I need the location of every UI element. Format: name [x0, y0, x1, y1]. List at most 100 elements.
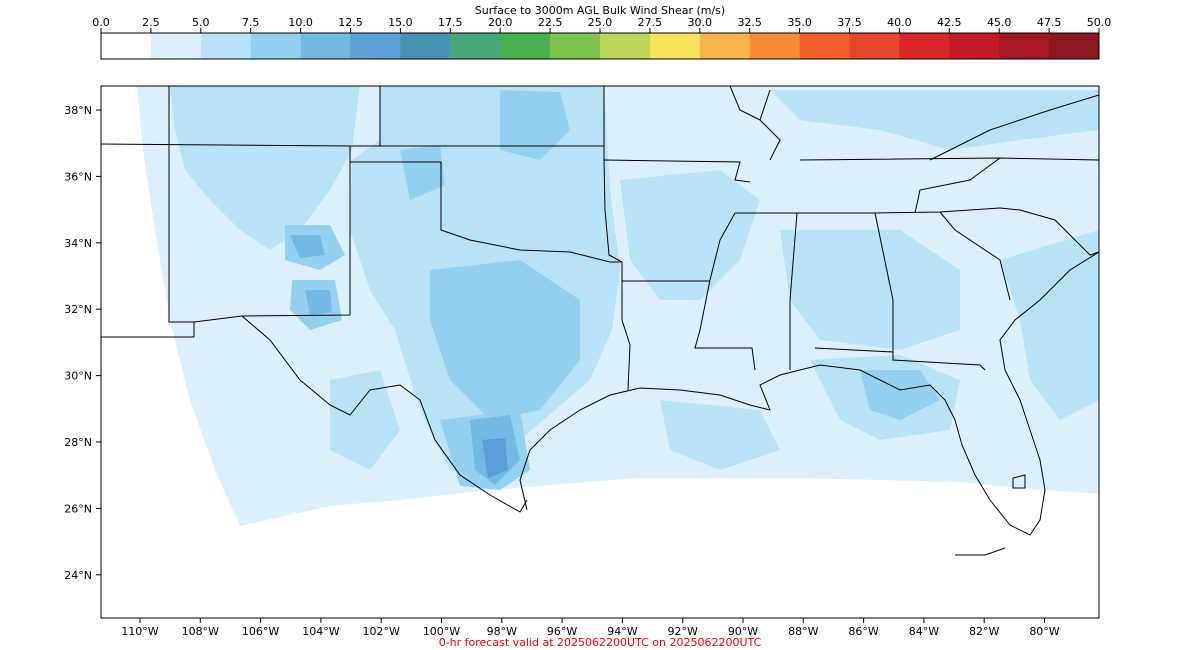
border-line — [101, 322, 195, 338]
shear-contour-mid — [770, 90, 1099, 150]
longitude-labels: 110°W 108°W 106°W 104°W 102°W 100°W 98°W 96°W 94… — [121, 618, 1060, 638]
colorbar-tick-label: 22.5 — [538, 16, 563, 29]
shear-contour-mid — [780, 230, 960, 350]
colorbar-cell — [550, 33, 601, 59]
longitude-label: 98°W — [487, 625, 517, 638]
latitude-label: 28°N — [64, 436, 92, 449]
colorbar-cell — [1049, 33, 1100, 59]
longitude-label: 104°W — [302, 625, 339, 638]
longitude-label: 100°W — [423, 625, 460, 638]
shear-contour-mid — [1000, 230, 1099, 420]
colorbar-tick-label: 47.5 — [1037, 16, 1062, 29]
border-line — [874, 212, 986, 371]
border-line — [814, 347, 894, 353]
shear-contour-dark — [400, 145, 445, 200]
border-line — [929, 94, 1099, 161]
colorbar-cell — [849, 33, 900, 59]
colorbar-tick-label: 42.5 — [937, 16, 962, 29]
border-line — [603, 159, 751, 183]
border-line — [914, 157, 1001, 214]
longitude-label: 108°W — [182, 625, 219, 638]
latitude-label: 24°N — [64, 569, 92, 582]
colorbar-tick-label: 50.0 — [1087, 16, 1112, 29]
longitude-label: 106°W — [242, 625, 279, 638]
colorbar-tick-label: 37.5 — [837, 16, 862, 29]
border-line — [350, 161, 631, 391]
colorbar-cell — [450, 33, 501, 59]
colorbar-tick-label: 5.0 — [192, 16, 210, 29]
colorbar-tick-label: 0.0 — [92, 16, 110, 29]
colorbar-cell — [649, 33, 701, 59]
forecast-valid-time: 0-hr forecast valid at 2025062200UTC on … — [438, 636, 762, 649]
colorbar-cells — [101, 33, 1100, 59]
colorbar-cell — [101, 33, 152, 59]
colorbar-cell — [350, 33, 401, 59]
colorbar-tick-label: 25.0 — [588, 16, 613, 29]
colorbar-tick-label: 2.5 — [142, 16, 160, 29]
colorbar-tick-label: 20.0 — [488, 16, 513, 29]
colorbar-tick-label: 7.5 — [242, 16, 260, 29]
colorbar-tick-labels: 0.0 2.5 5.0 7.5 10.0 12.5 15.0 17.5 20.0 22.5 25.0… — [92, 16, 1111, 33]
colorbar-tick-label: 35.0 — [787, 16, 812, 29]
colorbar-cell — [899, 33, 950, 59]
border-line — [694, 212, 756, 371]
colorbar-tick-label: 32.5 — [737, 16, 762, 29]
longitude-label: 94°W — [607, 625, 637, 638]
shear-contour-mid — [170, 86, 360, 250]
colorbar-cell — [200, 33, 252, 59]
border-line — [789, 212, 798, 370]
border-line — [729, 86, 781, 161]
colorbar-cell — [699, 33, 751, 59]
colorbar-cell — [400, 33, 451, 59]
colorbar-tick-label: 27.5 — [638, 16, 663, 29]
state-and-coast-lines — [101, 86, 1099, 556]
latitude-label: 30°N — [64, 370, 92, 383]
longitude-label: 88°W — [788, 625, 818, 638]
wind-shear-field — [137, 86, 1099, 526]
shear-contour-mid — [330, 370, 400, 470]
colorbar-tick-label: 30.0 — [688, 16, 713, 29]
border-line — [735, 207, 1099, 256]
shear-contour-dark — [430, 260, 580, 420]
map-frame — [100, 85, 1100, 619]
longitude-label: 90°W — [728, 625, 758, 638]
border-line — [939, 211, 1011, 301]
shear-contour-dark — [860, 370, 940, 420]
shear-contour-deep — [290, 235, 325, 258]
colorbar-cell — [300, 33, 351, 59]
latitude-label: 38°N — [64, 104, 92, 117]
shear-contour-deep — [305, 290, 332, 315]
colorbar-frame — [100, 32, 1100, 60]
longitude-label: 102°W — [363, 625, 400, 638]
colorbar-tick-label: 17.5 — [438, 16, 463, 29]
border-line — [241, 315, 528, 513]
colorbar-tick-label: 40.0 — [887, 16, 912, 29]
colorbar-cell — [949, 33, 1000, 59]
shear-contour-mid — [620, 170, 760, 300]
colorbar-cell — [999, 33, 1050, 59]
colorbar-tick-label: 15.0 — [388, 16, 413, 29]
colorbar-cell — [799, 33, 850, 59]
colorbar-title: Surface to 3000m AGL Bulk Wind Shear (m/… — [474, 4, 726, 17]
map-panel: 38°N 36°N 34°N 32°N 30°N 28°N 26°N 24°N 110°W 10… — [64, 85, 1100, 638]
coastline — [519, 251, 1099, 536]
colorbar-tick-label: 10.0 — [288, 16, 313, 29]
longitude-label: 80°W — [1029, 625, 1059, 638]
border-line — [603, 86, 623, 263]
colorbar: 0.0 2.5 5.0 7.5 10.0 12.5 15.0 17.5 20.0 22.5 25.0… — [92, 16, 1111, 60]
shear-contour-mid — [660, 400, 780, 470]
colorbar-cell — [250, 33, 302, 59]
latitude-label: 26°N — [64, 502, 92, 515]
shear-contour-max — [482, 438, 508, 478]
latitude-label: 32°N — [64, 303, 92, 316]
latitude-label: 36°N — [64, 170, 92, 183]
latitude-labels: 38°N 36°N 34°N 32°N 30°N 28°N 26°N 24°N — [64, 104, 101, 582]
colorbar-tick-label: 12.5 — [338, 16, 363, 29]
colorbar-cell — [749, 33, 801, 59]
colorbar-cell — [500, 33, 551, 59]
colorbar-cell — [150, 33, 202, 59]
longitude-label: 92°W — [668, 625, 698, 638]
shear-contour-dark — [500, 90, 570, 160]
longitude-label: 96°W — [547, 625, 577, 638]
latitude-label: 34°N — [64, 237, 92, 250]
